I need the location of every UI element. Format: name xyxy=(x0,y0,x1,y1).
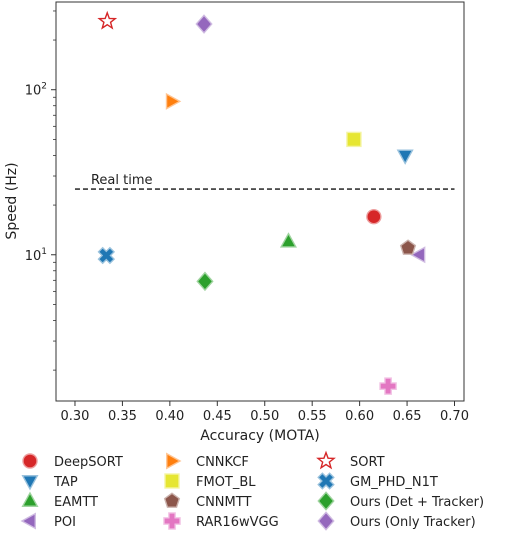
data-points xyxy=(97,10,426,395)
legend-label-tap: TAP xyxy=(53,475,78,490)
point-ours-det-tracker xyxy=(196,271,214,292)
legend-marker-cnnmtt xyxy=(163,492,181,508)
legend-marker-tap xyxy=(21,475,39,491)
point-fmot-bl xyxy=(346,131,362,148)
point-rar16wvgg xyxy=(379,377,397,395)
y-tick-label: 102 xyxy=(25,82,47,99)
point-ours-only-tracker xyxy=(195,14,213,34)
point-sort xyxy=(97,10,118,30)
point-tap xyxy=(396,149,414,165)
legend-marker-eamtt xyxy=(21,491,39,507)
legend-marker-sort xyxy=(316,450,336,470)
point-eamtt xyxy=(279,232,298,248)
x-axis-title: Accuracy (MOTA) xyxy=(200,428,319,444)
axis-ticks: 0.30 0.35 0.40 0.45 0.50 0.55 0.60 0.65 0.70 101 1… xyxy=(25,10,469,424)
point-poi xyxy=(409,246,426,264)
x-tick-label: 0.55 xyxy=(298,409,327,424)
legend-label-ours-only-tracker: Ours (Only Tracker) xyxy=(350,515,476,530)
legend-label-deepsort: DeepSORT xyxy=(54,455,123,470)
x-tick-label: 0.40 xyxy=(155,409,184,424)
legend: DeepSORT TAP EAMTT POI CNNKCF FMOT_BL CNNMTT RA… xyxy=(20,450,484,531)
legend-marker-ours-only-tracker xyxy=(317,511,335,531)
legend-marker-ours-det-tracker xyxy=(317,491,335,511)
legend-marker-fmot-bl xyxy=(164,473,180,489)
y-axis-title: Speed (Hz) xyxy=(4,162,20,239)
legend-label-cnnkcf: CNNKCF xyxy=(196,455,249,470)
real-time-label: Real time xyxy=(91,173,153,188)
legend-marker-gm-phd-n1t xyxy=(317,472,335,490)
x-tick-label: 0.30 xyxy=(61,409,90,424)
x-tick-label: 0.60 xyxy=(345,409,374,424)
point-gm-phd-n1t xyxy=(97,246,116,265)
y-tick-label: 101 xyxy=(25,247,47,264)
legend-label-fmot-bl: FMOT_BL xyxy=(196,475,256,490)
legend-marker-deepsort xyxy=(22,453,38,469)
point-cnnmtt xyxy=(399,239,417,255)
x-tick-label: 0.70 xyxy=(440,409,469,424)
plot-area xyxy=(55,1,465,402)
legend-marker-rar16wvgg xyxy=(163,512,181,530)
point-deepsort xyxy=(366,209,382,225)
legend-label-ours-det-tracker: Ours (Det + Tracker) xyxy=(350,495,484,510)
legend-label-sort: SORT xyxy=(350,455,385,470)
legend-label-gm-phd-n1t: GM_PHD_N1T xyxy=(350,475,438,490)
legend-label-poi: POI xyxy=(54,515,76,530)
x-tick-label: 0.45 xyxy=(203,409,232,424)
x-tick-label: 0.65 xyxy=(393,409,422,424)
x-tick-label: 0.50 xyxy=(250,409,279,424)
x-tick-label: 0.35 xyxy=(108,409,137,424)
legend-marker-poi xyxy=(20,512,36,530)
legend-marker-cnnkcf xyxy=(166,452,182,470)
point-cnnkcf xyxy=(165,92,182,110)
legend-label-cnnmtt: CNNMTT xyxy=(196,495,251,510)
legend-label-eamtt: EAMTT xyxy=(54,495,98,510)
legend-label-rar16wvgg: RAR16wVGG xyxy=(196,515,279,530)
